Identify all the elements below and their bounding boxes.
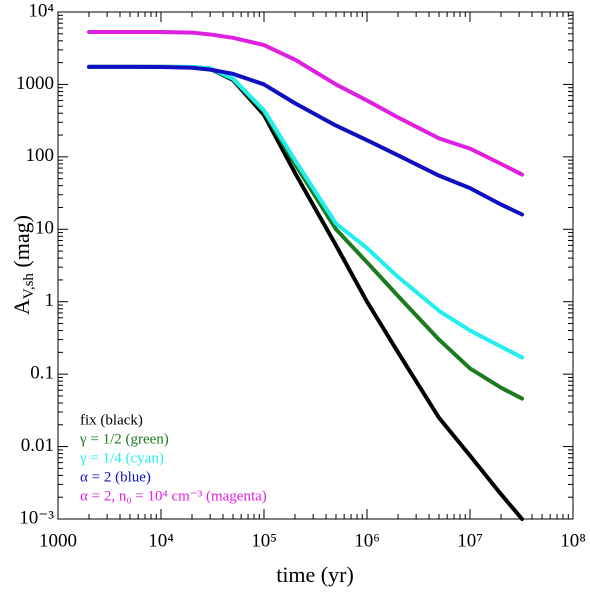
y-axis-label: AV,sh (mag) (9, 215, 37, 315)
series-line (87, 29, 525, 177)
plot-frame (57, 11, 574, 520)
y-label-main: A (9, 299, 34, 315)
x-tick-label: 10⁵ (251, 530, 277, 551)
x-tick-label: 10⁷ (457, 530, 483, 551)
y-label-unit: (mag) (9, 215, 34, 273)
legend-label: α = 2 (blue) (80, 469, 151, 485)
x-tick-label: 10⁶ (354, 530, 380, 551)
x-tick-label: 10⁸ (560, 530, 586, 551)
legend-label: γ = 1/2 (green) (79, 431, 169, 447)
y-tick-label: 0.1 (30, 363, 54, 384)
y-tick-label: 1000 (16, 73, 54, 94)
y-tick-label: 10⁻³ (19, 507, 54, 528)
legend-label: fix (black) (80, 412, 143, 428)
y-label-sub: V,sh (21, 273, 37, 299)
series-line (87, 64, 525, 401)
series-line (87, 64, 525, 217)
y-tick-label: 1 (45, 290, 55, 311)
y-tick-label: 10⁴ (28, 0, 54, 21)
y-tick-label: 0.01 (21, 435, 54, 456)
y-tick-label: 100 (26, 145, 55, 166)
x-axis-label: time (yr) (276, 562, 354, 587)
legend-label: γ = 1/4 (cyan) (79, 450, 164, 466)
x-tick-label: 10⁴ (148, 530, 174, 551)
legend-label: α = 2, n₀ = 10⁴ cm⁻³ (magenta) (80, 488, 267, 504)
y-tick-label: 10 (35, 218, 54, 239)
x-tick-label: 1000 (39, 530, 77, 551)
